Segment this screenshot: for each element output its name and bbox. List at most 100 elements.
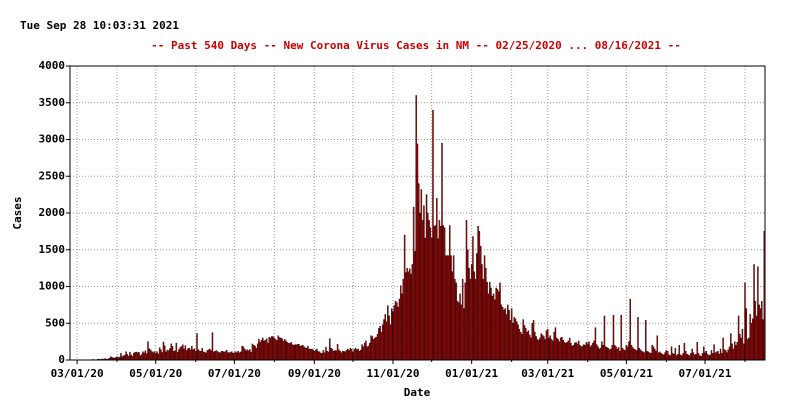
bar <box>197 349 200 361</box>
bar <box>442 225 445 361</box>
bar <box>525 328 527 361</box>
bar <box>674 348 677 361</box>
bar <box>536 339 539 361</box>
bar <box>329 338 331 361</box>
bar <box>258 338 260 361</box>
bar <box>668 354 670 361</box>
bar <box>265 338 268 361</box>
bar <box>677 353 679 361</box>
bar <box>304 347 307 361</box>
bar <box>262 337 264 361</box>
bar <box>519 331 522 361</box>
bar <box>464 282 466 361</box>
bar <box>428 220 430 361</box>
bar <box>280 337 282 361</box>
bar <box>494 299 496 361</box>
bar <box>300 345 303 361</box>
bar <box>625 345 628 361</box>
bar <box>396 302 398 361</box>
bar <box>752 318 754 361</box>
bar <box>491 295 494 361</box>
bar <box>244 348 246 361</box>
bar <box>215 350 218 361</box>
bar <box>225 350 228 361</box>
bar <box>485 267 487 361</box>
bar <box>232 353 234 361</box>
bar <box>565 342 567 361</box>
bar <box>661 353 664 361</box>
bar <box>281 338 283 361</box>
bar <box>161 352 163 361</box>
bar <box>507 304 509 361</box>
bar <box>505 314 508 361</box>
bar <box>369 342 371 361</box>
bar <box>406 267 408 361</box>
bar <box>652 346 655 361</box>
bar <box>276 340 278 361</box>
bar <box>308 348 310 361</box>
bar <box>330 348 332 361</box>
bar <box>222 350 224 361</box>
bar <box>744 282 746 361</box>
bar <box>314 349 317 361</box>
bar <box>233 352 236 361</box>
bar <box>206 350 209 361</box>
bar <box>624 350 626 361</box>
bar <box>228 352 230 361</box>
bar <box>336 343 339 361</box>
bar <box>715 351 718 361</box>
bar <box>488 281 491 361</box>
bar <box>539 337 541 361</box>
bar <box>701 353 704 361</box>
bar <box>550 339 553 361</box>
x-tick-label: 11/01/20 <box>367 367 420 380</box>
bar <box>709 354 711 361</box>
bar <box>596 344 598 361</box>
bar <box>372 339 375 361</box>
bar <box>678 345 680 361</box>
bar <box>351 349 353 361</box>
bar <box>655 350 657 361</box>
bar <box>125 351 127 361</box>
bar <box>666 350 669 361</box>
x-tick-label: 03/01/21 <box>521 367 574 380</box>
bar <box>741 328 744 361</box>
bar <box>743 343 745 361</box>
bar <box>580 346 582 361</box>
bar <box>170 343 172 361</box>
bar <box>269 337 272 361</box>
bar <box>129 351 131 361</box>
bar <box>312 349 314 361</box>
bar <box>514 318 517 361</box>
bar <box>641 350 643 361</box>
bar <box>579 345 581 361</box>
bar <box>602 345 604 361</box>
bar <box>492 293 495 361</box>
bar <box>122 355 125 361</box>
x-tick-label: 05/01/20 <box>129 367 182 380</box>
bar <box>721 353 723 361</box>
bar <box>718 353 720 361</box>
bar <box>338 349 340 361</box>
bar <box>510 308 513 361</box>
bar <box>274 339 277 361</box>
bar <box>697 353 700 361</box>
bar <box>606 347 608 361</box>
bar <box>367 345 370 361</box>
bar <box>692 352 695 361</box>
bar <box>474 278 477 361</box>
bar <box>366 346 368 361</box>
bar <box>209 348 211 361</box>
bar <box>759 308 762 361</box>
bar <box>601 341 603 361</box>
bar <box>144 350 147 361</box>
bar <box>708 355 710 361</box>
bar <box>704 352 706 361</box>
bar <box>259 342 261 361</box>
y-tick-label: 4000 <box>39 59 66 72</box>
bar <box>363 342 366 361</box>
bar <box>461 278 464 361</box>
bar <box>376 334 379 361</box>
x-tick-label: 07/01/21 <box>679 367 732 380</box>
